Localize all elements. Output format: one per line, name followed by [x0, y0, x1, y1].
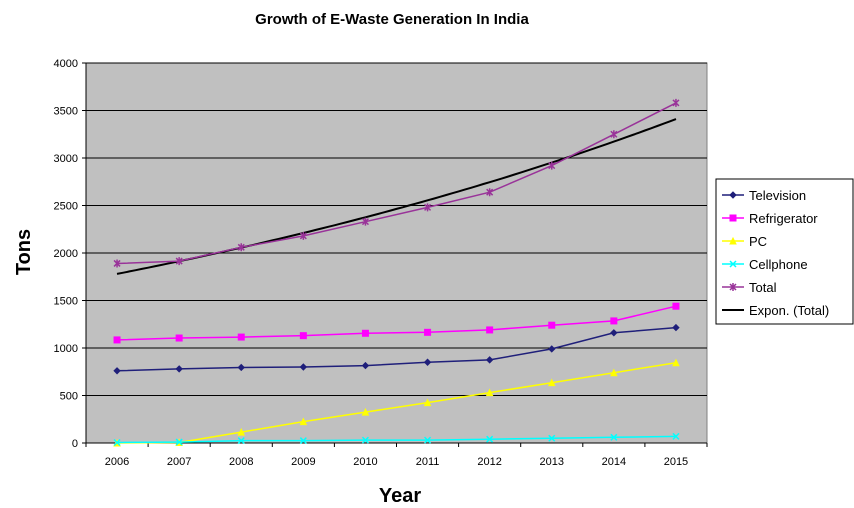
data-point-total: [610, 130, 618, 139]
data-point-total: [113, 259, 121, 268]
data-point-refrigerator: [175, 334, 183, 342]
y-tick-label: 1000: [54, 343, 78, 355]
y-tick-label: 2500: [54, 201, 78, 213]
chart-title: Growth of E-Waste Generation In India: [255, 11, 529, 28]
x-tick-label: 2007: [167, 456, 191, 468]
x-tick-label: 2015: [664, 456, 688, 468]
data-point-television: [548, 345, 556, 353]
data-point-refrigerator: [424, 328, 432, 336]
data-point-cellphone: [113, 438, 121, 447]
data-point-total: [361, 217, 369, 226]
data-point-cellphone: [486, 435, 494, 443]
x-tick-label: 2010: [353, 456, 377, 468]
data-point-cellphone: [424, 436, 432, 444]
data-point-refrigerator: [610, 317, 618, 325]
legend-marker-cellphone: [729, 260, 737, 268]
data-point-total: [486, 188, 494, 197]
series-line-refrigerator: [116, 305, 677, 341]
y-tick-label: 2000: [54, 248, 78, 260]
data-point-refrigerator: [237, 333, 245, 341]
y-tick-label: 3000: [54, 153, 78, 165]
data-point-total: [175, 257, 183, 266]
data-point-pc: [485, 388, 494, 397]
x-tick-label: 2009: [291, 456, 315, 468]
data-point-television: [237, 363, 245, 372]
legend-marker-pc: [729, 236, 737, 245]
data-point-pc: [547, 378, 556, 387]
data-point-cellphone: [548, 434, 556, 442]
data-point-pc: [237, 427, 246, 436]
data-point-cellphone: [361, 436, 369, 444]
legend: Television Refrigerator PC Cellphone Total Ex…: [715, 178, 854, 325]
legend-label-expon-total: Expon. (Total): [749, 303, 829, 318]
legend-box: [715, 178, 854, 325]
data-point-refrigerator: [113, 336, 121, 344]
legend-label-television: Television: [749, 188, 806, 203]
data-point-television: [610, 329, 618, 337]
x-tick-label: 2014: [602, 456, 626, 468]
data-point-pc: [610, 368, 618, 377]
data-point-total: [299, 231, 307, 240]
data-point-television: [423, 358, 432, 366]
x-tick-label: 2008: [229, 456, 253, 468]
data-point-refrigerator: [361, 329, 369, 337]
data-point-total: [424, 203, 432, 212]
y-tick-label: 500: [60, 391, 78, 403]
data-point-refrigerator: [486, 326, 494, 334]
x-tick-label: 2006: [105, 456, 129, 468]
legend-marker-television: [729, 191, 737, 199]
data-point-cellphone: [610, 433, 618, 441]
data-point-refrigerator: [299, 332, 307, 340]
y-tick-label: 4000: [54, 58, 78, 70]
data-point-cellphone: [237, 437, 245, 445]
series-line-total: [116, 102, 677, 265]
plot-area: 0 500 1000 1500 2000 2500 3000 3500 4000 2006 2007…: [54, 58, 708, 468]
y-tick-label: 1500: [54, 296, 78, 308]
x-tick-label: 2013: [540, 456, 564, 468]
y-axis-title: Tons: [13, 229, 35, 275]
data-point-television: [175, 365, 183, 373]
data-point-pc: [423, 398, 432, 407]
legend-marker-total: [729, 283, 737, 291]
legend-marker-refrigerator: [729, 214, 737, 222]
data-point-pc: [299, 417, 308, 426]
series-line-cellphone: [116, 435, 677, 444]
data-point-total: [237, 243, 245, 252]
data-point-refrigerator: [548, 321, 556, 329]
data-point-cellphone: [299, 437, 307, 445]
x-axis-title: Year: [379, 485, 421, 507]
x-tick-label: 2012: [477, 456, 501, 468]
x-tick-label: 2011: [416, 456, 440, 468]
data-point-television: [299, 363, 308, 371]
data-point-total: [548, 161, 556, 170]
legend-label-refrigerator: Refrigerator: [749, 211, 818, 226]
data-point-total: [672, 98, 680, 107]
y-tick-label: 0: [72, 438, 78, 450]
data-point-cellphone: [175, 438, 183, 446]
data-point-cellphone: [672, 432, 680, 440]
y-tick-label: 3500: [54, 106, 78, 118]
data-point-refrigerator: [672, 302, 680, 310]
data-point-pc: [672, 358, 680, 367]
legend-label-pc: PC: [749, 234, 767, 249]
data-point-television: [113, 367, 121, 375]
data-point-pc: [361, 408, 370, 416]
legend-label-cellphone: Cellphone: [749, 257, 808, 272]
series-line-television: [116, 326, 677, 372]
series-line-pc: [116, 361, 677, 444]
legend-label-total: Total: [749, 280, 777, 295]
data-point-television: [485, 356, 494, 364]
data-point-television: [672, 323, 680, 332]
data-point-television: [361, 361, 370, 370]
